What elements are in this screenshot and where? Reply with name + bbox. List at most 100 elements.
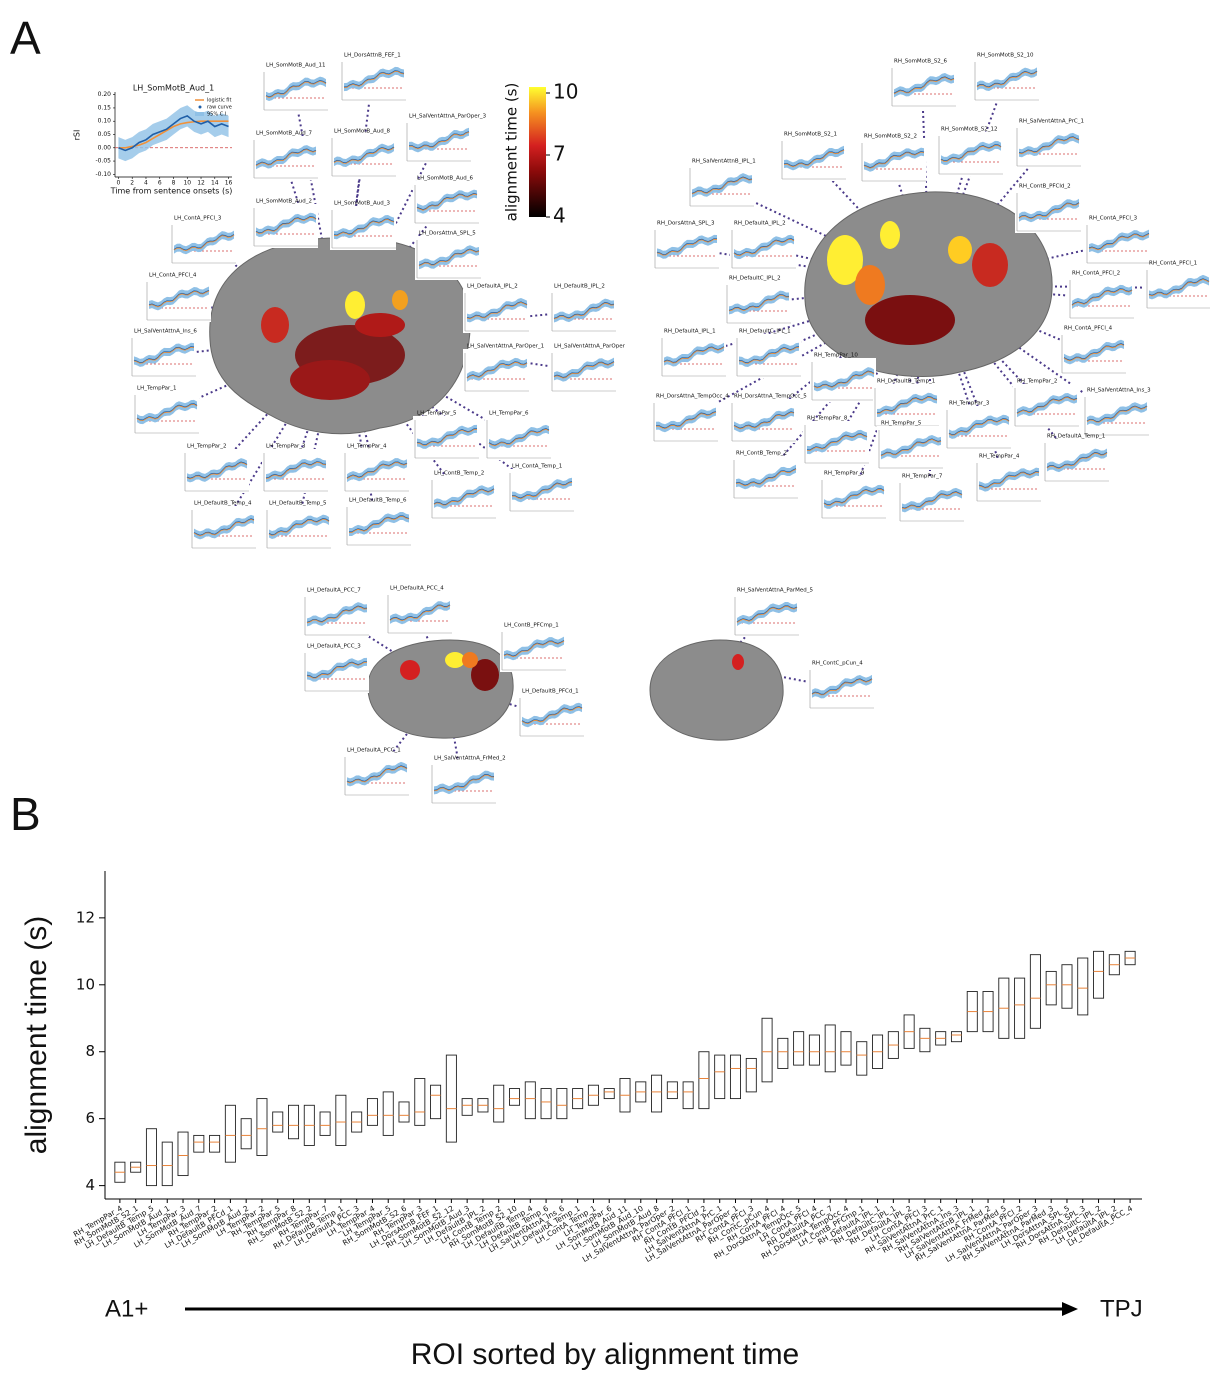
mini-title: LH_TempPar_6: [489, 411, 529, 417]
mini-plot: LH_ContA_PFCl_3: [170, 216, 236, 266]
mini-plot: LH_SalVentAttnA_ParOper_3: [405, 114, 487, 164]
box: [557, 1089, 567, 1119]
mini-title: LH_DefaultB_Temp_6: [349, 498, 407, 504]
legend-label: 95% C.I.: [207, 112, 228, 118]
mini-title: RH_SalVentAttnA_ParMed_5: [737, 588, 814, 594]
y-tick-label: 0.05: [98, 131, 112, 138]
mini-title: RH_TempPar_2: [1017, 379, 1057, 385]
mini-plot: LH_DefaultA_PCC_3: [303, 644, 369, 694]
box: [762, 1018, 772, 1082]
mini-plot: LH_SomMotB_Aud_7: [252, 131, 318, 181]
y-tick-label: 12: [76, 908, 95, 926]
box: [825, 1025, 835, 1072]
x-tick-label: 4: [144, 180, 148, 187]
mini-plot: LH_SalVentAttnA_ParOper: [550, 344, 626, 394]
box: [273, 1112, 283, 1132]
mini-title: RH_DefaultC_IPL_1: [739, 329, 791, 335]
mini-plot: LH_SomMotB_Aud_8: [330, 129, 396, 179]
box: [652, 1075, 662, 1112]
mini-plot: RH_TempPar_10: [810, 353, 876, 403]
box: [683, 1082, 693, 1109]
colorbar-label: alignment time (s): [503, 83, 521, 222]
mini-plot: LH_DefaultA_PCC_7: [303, 588, 369, 638]
mini-title: LH_TempPar_1: [137, 386, 177, 392]
mini-plot: RH_SalVentAttnA_Ins_3: [1083, 388, 1151, 438]
mini-plot: RH_SomMotB_S2_6: [890, 59, 956, 109]
mini-title: LH_DefaultA_PCC_4: [390, 586, 444, 592]
mini-title: RH_DorsAttnA_TempOcc_5: [734, 394, 807, 400]
y-tick-label: 0.00: [98, 144, 112, 151]
colorbar-tick-label: 10: [553, 80, 578, 104]
mini-plot: RH_SomMotB_S2_12: [937, 127, 1003, 177]
mini-plot: LH_SalVentAttnA_Ins_6: [130, 329, 197, 379]
mini-title: LH_ContA_Temp_1: [512, 464, 562, 470]
mini-title: LH_DefaultB_Temp_5: [269, 501, 327, 507]
y-tick-label: 0.20: [98, 91, 112, 98]
box: [604, 1089, 614, 1099]
mini-plot: RH_ContA_PFCl_4: [1060, 326, 1126, 376]
mini-plot: LH_SomMotB_Aud_3: [330, 201, 396, 251]
arrow-head: [1062, 1302, 1078, 1316]
y-tick-label: 0.15: [98, 104, 112, 111]
mini-title: LH_ContB_Temp_2: [434, 471, 484, 477]
mini-title: RH_DefaultB_Temp_1: [877, 379, 935, 385]
mini-title: RH_ContB_PFCld_2: [1019, 184, 1071, 190]
mini-title: RH_SomMotB_S2_1: [784, 132, 837, 138]
box: [162, 1142, 172, 1186]
mini-title: RH_SalVentAttnB_IPL_1: [692, 159, 756, 165]
mini-plot: LH_DefaultA_PCC_1: [343, 748, 409, 798]
box: [336, 1095, 346, 1145]
x-tick-label: 10: [183, 180, 191, 187]
mini-plot: RH_ContC_pCun_4: [808, 661, 874, 711]
mini-plot: RH_TempPar_5: [877, 421, 943, 471]
mini-plot: LH_TempPar_3: [262, 444, 328, 494]
mini-plot: LH_DorsAttnB_FEF_1: [340, 53, 406, 103]
box: [241, 1119, 251, 1149]
mini-plot: RH_ContA_PFCl_2: [1068, 271, 1134, 321]
mini-plot: RH_TempPar_7: [898, 474, 964, 524]
box: [746, 1058, 756, 1091]
mini-title: RH_TempPar_10: [814, 353, 858, 359]
mini-plot: LH_DefaultB_Temp_6: [345, 498, 411, 548]
mini-plot: RH_SomMotB_S2_2: [860, 134, 926, 184]
mini-title: LH_TempPar_4: [347, 444, 387, 450]
mini-title: LH_SomMotB_Aud_3: [334, 201, 390, 207]
mini-title: LH_ContA_PFCl_4: [149, 273, 197, 279]
box: [951, 1032, 961, 1042]
mini-plot: LH_DefaultB_PFCd_1: [518, 689, 584, 739]
mini-plot: RH_DefaultA_IPL_1: [660, 329, 726, 379]
mini-plot: RH_DefaultC_IPL_2: [725, 276, 791, 326]
box: [415, 1079, 425, 1126]
mini-title: RH_SalVentAttnA_Ins_3: [1087, 388, 1151, 394]
box: [210, 1135, 220, 1152]
box: [320, 1112, 330, 1135]
mini-plot: LH_ContA_PFCl_4: [145, 273, 211, 323]
mini-title: LH_DefaultB_PFCd_1: [522, 689, 579, 695]
mini-title: RH_ContB_Temp_2: [736, 451, 787, 457]
mini-plot: RH_DorsAttnA_TempOcc_4: [652, 394, 729, 444]
mini-plot: LH_DefaultB_Temp_5: [265, 501, 331, 551]
mini-title: RH_ContA_PFCl_2: [1072, 271, 1120, 277]
box: [1062, 965, 1072, 1009]
mini-plot: LH_SalVentAttnA_ParOper_1: [463, 344, 544, 394]
box: [446, 1055, 456, 1142]
box: [920, 1028, 930, 1051]
mini-plot: RH_ContB_PFCld_2: [1015, 184, 1081, 234]
box: [462, 1099, 472, 1116]
x-axis-title: ROI sorted by alignment time: [411, 1338, 800, 1371]
mini-title: RH_DorsAttnA_SPL_3: [657, 221, 715, 227]
mini-plot: LH_ContA_Temp_1: [508, 464, 574, 514]
y-tick-label: -0.05: [95, 158, 111, 165]
mini-title: RH_SomMotB_S2_6: [894, 59, 947, 65]
mini-title: RH_TempPar_7: [902, 474, 943, 480]
mini-plot: LH_DefaultB_IPL_2: [550, 284, 616, 334]
box: [494, 1085, 504, 1122]
mini-plot: RH_ContA_PFCl_3: [1085, 216, 1151, 266]
mini-title: LH_SalVentAttnA_FrMed_2: [434, 756, 506, 762]
box: [367, 1099, 377, 1126]
inset-title: LH_SomMotB_Aud_1: [133, 84, 214, 93]
mini-bg: [500, 628, 566, 672]
box: [794, 1032, 804, 1065]
box: [288, 1105, 298, 1138]
mini-bg: [145, 278, 211, 322]
